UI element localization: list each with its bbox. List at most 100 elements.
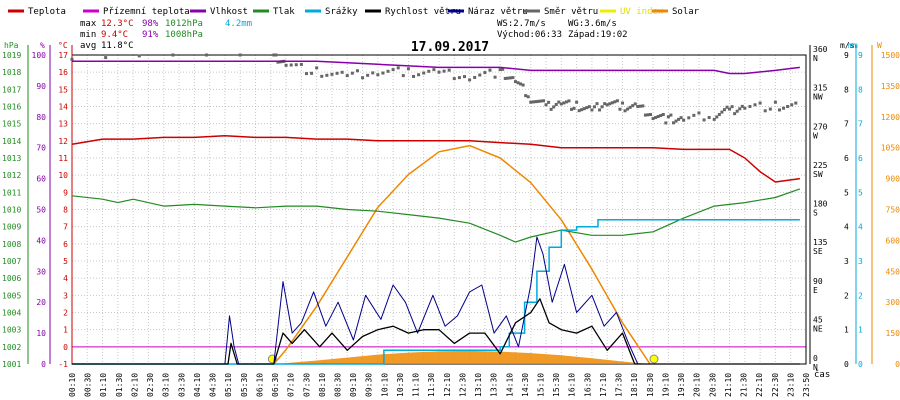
time-tick-label: 08:10 xyxy=(318,373,327,397)
dir-tick-label: 360 xyxy=(813,45,828,54)
wind-direction-point xyxy=(366,73,370,77)
wind-direction-point xyxy=(613,100,617,104)
wind-direction-point xyxy=(623,109,627,113)
wind-direction-point xyxy=(427,69,431,73)
hpa-tick-label: 1019 xyxy=(2,51,21,60)
legend: Teplota Přízemní teplota Vlhkost Tlak Srážky… xyxy=(8,7,700,17)
wind-direction-point xyxy=(717,113,721,117)
time-tick-label: 10:30 xyxy=(396,373,405,397)
pct-tick-label: 100 xyxy=(32,51,47,60)
ms-tick-label: 0 xyxy=(844,360,849,369)
w-tick-label: 1200 xyxy=(881,113,900,122)
x-axis-label: čas xyxy=(814,369,830,380)
wind-direction-point xyxy=(310,71,314,75)
temp-tick-label: 13 xyxy=(58,120,68,129)
wind-direction-point xyxy=(600,105,604,109)
time-tick-label: 01:10 xyxy=(99,373,108,397)
wind-direction-point xyxy=(794,101,798,105)
w-tick-label: 600 xyxy=(886,236,900,245)
pct-tick-label: 80 xyxy=(36,113,46,122)
series-wind-speed xyxy=(72,298,800,365)
ms-tick-label: 5 xyxy=(844,188,849,197)
wind-direction-point xyxy=(294,63,298,67)
stat-min-temp: 9.4°C xyxy=(101,30,128,40)
mm-unit: mm xyxy=(848,41,858,50)
wind-direction-point xyxy=(406,67,410,71)
wind-direction-point xyxy=(516,81,520,85)
time-tick-label: 23:50 xyxy=(802,373,811,397)
dir-tick-label: 90 xyxy=(813,277,823,286)
time-tick-label: 14:30 xyxy=(521,373,530,397)
hpa-tick-label: 1006 xyxy=(2,274,21,283)
temp-tick-label: 17 xyxy=(58,51,68,60)
stat-max-hum: 98% xyxy=(142,19,159,29)
wind-direction-point xyxy=(539,99,543,103)
time-tick-label: 22:10 xyxy=(755,373,764,397)
mm-tick-label: 4 xyxy=(858,223,863,232)
wind-direction-point xyxy=(679,116,683,120)
wind-direction-point xyxy=(728,107,732,111)
time-tick-label: 07:30 xyxy=(302,373,311,397)
temp-tick-label: -1 xyxy=(58,360,68,369)
time-tick-label: 09:30 xyxy=(365,373,374,397)
stats-panel: max 12.3°C 98% 1012hPa 4.2mm min 9.4°C 91% 1008h… xyxy=(80,19,628,51)
wind-direction-point xyxy=(524,94,528,98)
mm-tick-label: 3 xyxy=(858,257,863,266)
wind-direction-point xyxy=(702,118,706,122)
wind-direction-point xyxy=(748,105,752,108)
wind-direction-point xyxy=(664,121,668,125)
time-tick-label: 13:10 xyxy=(474,373,483,397)
dir-tick-label: N xyxy=(813,363,818,372)
wind-direction-point xyxy=(656,115,660,119)
wind-direction-point xyxy=(452,77,456,81)
time-tick-label: 05:30 xyxy=(240,373,249,397)
dir-tick-label: SE xyxy=(813,247,823,256)
time-tick-label: 18:30 xyxy=(646,373,655,397)
wind-direction-point xyxy=(547,100,551,104)
pct-tick-label: 0 xyxy=(41,360,46,369)
dir-tick-label: 45 xyxy=(813,315,823,324)
wind-direction-point xyxy=(631,104,635,108)
time-tick-label: 20:30 xyxy=(708,373,717,397)
wind-direction-point xyxy=(381,71,385,75)
wind-direction-point xyxy=(577,109,581,113)
time-tick-label: 02:30 xyxy=(146,373,155,397)
wind-direction-point xyxy=(697,111,701,115)
wind-direction-point xyxy=(753,103,757,107)
stat-min-press: 1008hPa xyxy=(165,30,203,40)
series-humidity xyxy=(72,60,800,75)
ms-tick-label: 2 xyxy=(844,291,849,300)
wind-direction-point xyxy=(643,113,647,117)
wind-direction-point xyxy=(536,99,540,103)
wind-direction-point xyxy=(284,63,288,67)
pct-unit: % xyxy=(40,41,45,50)
stat-ws: WS:2.7m/s xyxy=(497,19,546,29)
wind-direction-point xyxy=(790,103,794,107)
dir-tick-label: N xyxy=(813,54,818,63)
stat-sunset: Západ:19:02 xyxy=(568,30,628,40)
wind-direction-point xyxy=(396,66,400,70)
time-tick-label: 17:30 xyxy=(615,373,624,397)
pct-tick-label: 70 xyxy=(36,144,46,153)
w-tick-label: 300 xyxy=(886,298,900,307)
hpa-tick-label: 1015 xyxy=(2,120,21,129)
wind-direction-point xyxy=(618,107,622,111)
temp-unit: °C xyxy=(58,41,68,50)
wind-direction-point xyxy=(651,117,655,121)
wind-direction-point xyxy=(669,113,673,117)
mm-tick-label: 5 xyxy=(858,188,863,197)
time-tick-label: 06:10 xyxy=(255,373,264,397)
wind-direction-point xyxy=(104,56,108,60)
wind-direction-point xyxy=(478,73,482,77)
wind-direction-point xyxy=(325,73,329,77)
wind-direction-point xyxy=(340,70,344,74)
w-tick-label: 1050 xyxy=(881,144,900,153)
series-rain xyxy=(72,219,800,365)
wind-direction-point xyxy=(417,73,421,77)
wind-direction-point xyxy=(386,69,390,73)
stat-max-temp: 12.3°C xyxy=(101,19,134,29)
wind-direction-point xyxy=(590,108,594,112)
wind-direction-point xyxy=(707,116,711,120)
time-tick-label: 05:10 xyxy=(224,373,233,397)
wind-direction-point xyxy=(511,76,515,80)
